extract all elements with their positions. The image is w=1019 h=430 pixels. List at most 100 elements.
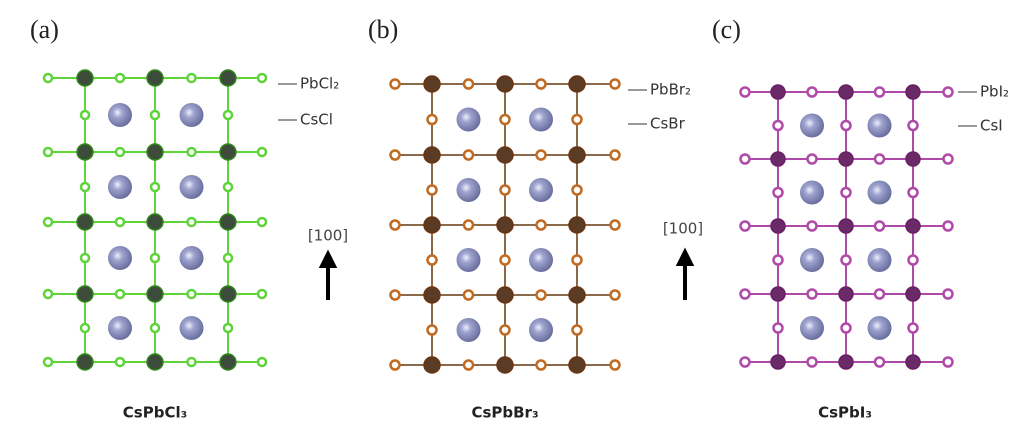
halide-atom [464, 221, 473, 230]
halide-atom [116, 74, 124, 82]
cs-atom [108, 103, 132, 127]
cs-atom [180, 246, 204, 270]
pb-atom [424, 217, 440, 233]
cs-atom [868, 181, 892, 205]
halide-atom [258, 218, 266, 226]
halide-atom [151, 183, 159, 191]
halide-atom [224, 254, 232, 262]
halide-atom [537, 80, 546, 89]
cs-atom [108, 175, 132, 199]
cs-atom [108, 246, 132, 270]
halide-atom [464, 361, 473, 370]
pb-atom [147, 144, 163, 160]
pb-atom [906, 287, 920, 301]
halide-atom [774, 256, 783, 265]
halide-atom [188, 290, 196, 298]
halide-atom [224, 324, 232, 332]
halide-atom [842, 121, 851, 130]
halide-atom [842, 324, 851, 333]
halide-atom [944, 290, 953, 299]
pb-atom [220, 354, 236, 370]
pb-atom [906, 85, 920, 99]
halide-atom [188, 74, 196, 82]
halide-atom [741, 155, 750, 164]
halide-atom [501, 115, 510, 124]
pb-atom [77, 286, 93, 302]
cs-atom [180, 175, 204, 199]
pb-atom [569, 217, 585, 233]
halide-atom [875, 358, 884, 367]
halide-atom [81, 254, 89, 262]
layer-label: CsBr [650, 115, 686, 133]
pb-atom [839, 219, 853, 233]
halide-atom [81, 183, 89, 191]
layer-label: CsCl [300, 111, 333, 129]
panel-label: (a) [30, 15, 59, 44]
halide-atom [501, 326, 510, 335]
halide-atom [611, 221, 620, 230]
pb-atom [220, 214, 236, 230]
halide-atom [573, 326, 582, 335]
cs-atom [800, 114, 824, 138]
pb-atom [147, 354, 163, 370]
halide-atom [808, 88, 817, 97]
halide-atom [44, 148, 52, 156]
halide-atom [875, 155, 884, 164]
pb-atom [906, 219, 920, 233]
halide-atom [258, 358, 266, 366]
halide-atom [258, 148, 266, 156]
halide-atom [224, 183, 232, 191]
halide-atom [501, 186, 510, 195]
halide-atom [391, 291, 400, 300]
layer-label: PbCl₂ [300, 75, 339, 93]
halide-atom [842, 188, 851, 197]
halide-atom [428, 115, 437, 124]
halide-atom [188, 358, 196, 366]
structures [44, 70, 953, 373]
cs-atom [529, 248, 553, 272]
layer-label: PbBr₂ [650, 81, 691, 99]
pb-atom [771, 355, 785, 369]
pb-atom [147, 286, 163, 302]
halide-atom [44, 358, 52, 366]
pb-atom [220, 144, 236, 160]
halide-atom [428, 326, 437, 335]
halide-atom [464, 80, 473, 89]
pb-atom [424, 287, 440, 303]
pb-atom [839, 355, 853, 369]
halide-atom [428, 186, 437, 195]
caption: CsPbCl₃ [123, 404, 187, 422]
pb-atom [771, 219, 785, 233]
pb-atom [424, 76, 440, 92]
halide-atom [741, 290, 750, 299]
halide-atom [81, 111, 89, 119]
pb-atom [839, 85, 853, 99]
cs-atom [868, 316, 892, 340]
caption: CsPbI₃ [818, 404, 872, 422]
cs-atom [868, 114, 892, 138]
halide-atom [258, 290, 266, 298]
pb-atom [839, 287, 853, 301]
halide-atom [391, 221, 400, 230]
halide-atom [909, 121, 918, 130]
pb-atom [77, 354, 93, 370]
halide-atom [116, 290, 124, 298]
cs-atom [457, 178, 481, 202]
halide-atom [573, 186, 582, 195]
halide-atom [151, 324, 159, 332]
figure: (a) (b) (c) PbCl₂ CsCl PbBr₂ CsBr PbI₂ C… [0, 0, 1019, 430]
halide-atom [501, 256, 510, 265]
pb-atom [839, 152, 853, 166]
halide-atom [842, 256, 851, 265]
halide-atom [537, 361, 546, 370]
pb-atom [77, 70, 93, 86]
halide-atom [909, 188, 918, 197]
halide-atom [391, 80, 400, 89]
direction-label: [100] [308, 227, 348, 245]
cs-atom [529, 318, 553, 342]
pb-atom [220, 70, 236, 86]
halide-atom [774, 324, 783, 333]
pb-atom [220, 286, 236, 302]
direction-arrow [322, 254, 334, 300]
halide-atom [537, 291, 546, 300]
